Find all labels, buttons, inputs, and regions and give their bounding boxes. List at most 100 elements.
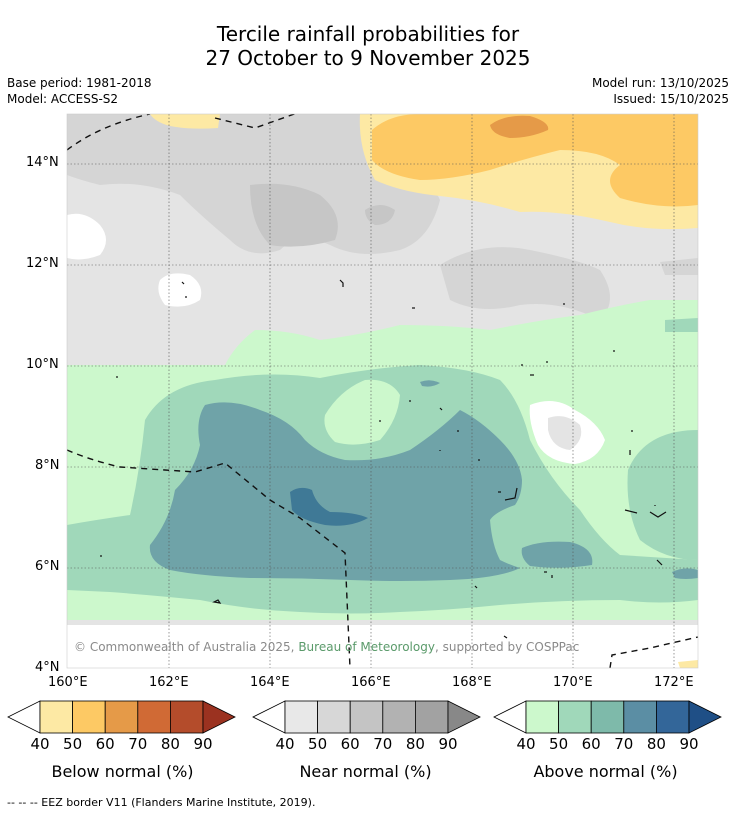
- copyright-suffix: , supported by COSPPac: [434, 640, 580, 654]
- lat-label-8: 8°N: [35, 458, 60, 473]
- lat-label-4: 4°N: [35, 660, 60, 675]
- near-normal-50-region: [660, 258, 698, 275]
- above-normal-tick-label: 40: [516, 735, 536, 753]
- lon-label-162: 162°E: [149, 675, 189, 690]
- near-normal-60-region: [365, 205, 395, 225]
- below-normal-swatch: [39, 700, 73, 734]
- below-normal-tick-label: 50: [63, 735, 83, 753]
- above-normal-swatch: [656, 700, 690, 734]
- meta-left: Base period: 1981-2018 Model: ACCESS-S2: [7, 75, 152, 107]
- below-normal-swatch: [137, 700, 171, 734]
- bom-link[interactable]: Bureau of Meteorology: [298, 640, 435, 654]
- below-normal-colorbar: [7, 700, 236, 734]
- near-normal-tick-label: 70: [373, 735, 393, 753]
- lat-label-6: 6°N: [35, 559, 60, 574]
- lon-label-164: 164°E: [250, 675, 290, 690]
- above-normal-high-arrow: [688, 700, 722, 734]
- above-normal-swatch: [623, 700, 657, 734]
- near-normal-tick-label: 80: [405, 735, 425, 753]
- issued-date: Issued: 15/10/2025: [613, 92, 729, 106]
- legend-colorbars: [7, 700, 722, 734]
- above-normal-swatch: [525, 700, 559, 734]
- above-normal-50-region: [627, 430, 698, 560]
- below-normal-tick-label: 60: [95, 735, 115, 753]
- islands: [100, 279, 667, 639]
- near-normal-tick-label: 40: [275, 735, 295, 753]
- above-normal-tick-label: 80: [646, 735, 666, 753]
- above-normal-colorbar: [493, 700, 722, 734]
- map-frame: [66, 113, 699, 669]
- above-normal-60-region: [149, 402, 523, 581]
- above-normal-tick-label: 90: [679, 735, 699, 753]
- near-normal-50-region: [67, 114, 440, 254]
- graticule: [67, 114, 698, 668]
- lon-label-170: 170°E: [553, 675, 593, 690]
- near-normal-colorbar: [252, 700, 481, 734]
- below-normal-label: Below normal (%): [51, 762, 194, 781]
- copyright-note: © Commonwealth of Australia 2025, Bureau…: [74, 640, 579, 654]
- near-normal-label: Near normal (%): [299, 762, 432, 781]
- model-run: Model run: 13/10/2025: [591, 76, 729, 90]
- white-patch: [67, 625, 698, 668]
- below-normal-40-region: [678, 660, 698, 668]
- near-normal-40-region: [548, 416, 582, 450]
- below-normal-40-region: [150, 114, 220, 129]
- above-normal-60-region: [521, 541, 593, 568]
- below-normal-tick-label: 70: [128, 735, 148, 753]
- model-name: Model: ACCESS-S2: [7, 92, 119, 106]
- white-patch: [67, 213, 106, 260]
- near-normal-high-arrow: [447, 700, 481, 734]
- map-title: Tercile rainfall probabilities for 27 Oc…: [0, 22, 736, 70]
- above-normal-tick-label: 60: [581, 735, 601, 753]
- above-normal-label: Above normal (%): [533, 762, 678, 781]
- meta-right: Model run: 13/10/2025 Issued: 15/10/2025: [592, 75, 729, 107]
- below-normal-high-arrow: [202, 700, 236, 734]
- lat-label-14: 14°N: [26, 155, 59, 170]
- base-period: Base period: 1981-2018: [7, 76, 152, 90]
- above-normal-swatch: [590, 700, 625, 734]
- map-plot-area: [67, 114, 698, 668]
- lat-label-10: 10°N: [26, 357, 59, 372]
- title-line-1: Tercile rainfall probabilities for: [216, 22, 520, 46]
- near-normal-swatch: [382, 700, 416, 734]
- below-normal-swatch: [104, 700, 139, 734]
- near-normal-60-region: [250, 183, 338, 247]
- below-normal-swatch: [72, 700, 106, 734]
- above-normal-70-region: [290, 487, 368, 526]
- above-normal-swatch: [558, 700, 592, 734]
- below-normal-tick-label: 80: [160, 735, 180, 753]
- below-normal-swatch: [169, 700, 204, 734]
- near-normal-swatch: [284, 700, 318, 734]
- above-normal-50-region: [665, 318, 698, 332]
- near-normal-swatch: [349, 700, 384, 734]
- above-normal-tick-label: 50: [549, 735, 569, 753]
- copyright-prefix: © Commonwealth of Australia 2025,: [74, 640, 299, 654]
- lon-label-168: 168°E: [452, 675, 492, 690]
- near-normal-low-arrow: [252, 700, 286, 734]
- above-normal-40-region: [324, 379, 400, 445]
- above-normal-tick-label: 70: [614, 735, 634, 753]
- lat-label-12: 12°N: [26, 256, 59, 271]
- lon-label-172: 172°E: [654, 675, 694, 690]
- above-normal-60-region: [672, 568, 698, 579]
- near-normal-tick-label: 50: [308, 735, 328, 753]
- near-normal-swatch: [414, 700, 449, 734]
- near-normal-tick-label: 90: [438, 735, 458, 753]
- eez-footnote: -- -- -- EEZ border V11 (Flanders Marine…: [7, 796, 316, 809]
- title-line-2: 27 October to 9 November 2025: [205, 46, 531, 70]
- below-normal-50-region: [372, 114, 698, 207]
- below-normal-low-arrow: [7, 700, 41, 734]
- below-normal-tick-label: 40: [30, 735, 50, 753]
- white-patch: [158, 273, 202, 307]
- eez-border: [67, 114, 698, 668]
- above-normal-low-arrow: [493, 700, 527, 734]
- lon-label-160: 160°E: [48, 675, 88, 690]
- below-normal-60-region: [490, 115, 549, 138]
- below-normal-tick-label: 90: [193, 735, 213, 753]
- near-normal-tick-label: 60: [340, 735, 360, 753]
- near-normal-50-region: [440, 247, 610, 320]
- lon-label-166: 166°E: [351, 675, 391, 690]
- near-normal-swatch: [317, 700, 351, 734]
- above-normal-60-region: [420, 380, 440, 387]
